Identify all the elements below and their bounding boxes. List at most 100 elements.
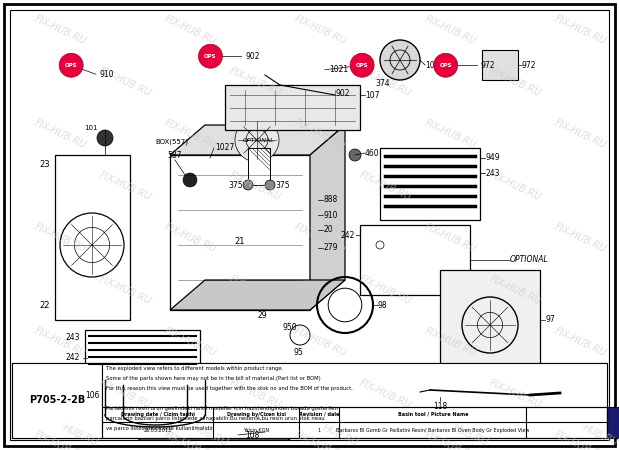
Text: FIX-HUB.RU: FIX-HUB.RU [98, 274, 152, 306]
Text: FIX-HUB.RU: FIX-HUB.RU [553, 117, 607, 150]
Text: 108: 108 [245, 431, 259, 440]
Text: 101: 101 [85, 125, 98, 131]
Text: FIX-HUB.RU: FIX-HUB.RU [163, 222, 217, 254]
Text: 1027: 1027 [215, 144, 234, 153]
Circle shape [59, 53, 83, 77]
Text: OPS: OPS [65, 63, 77, 68]
Text: FIX-HUB.RU: FIX-HUB.RU [358, 378, 412, 410]
Text: FIX-HUB.RU: FIX-HUB.RU [423, 14, 477, 46]
Polygon shape [115, 418, 290, 440]
Text: P705-2-2B: P705-2-2B [29, 395, 85, 405]
Text: FIX-HUB.RU: FIX-HUB.RU [553, 222, 607, 254]
Text: FIX-HUB.RU: FIX-HUB.RU [98, 378, 152, 410]
Text: 279: 279 [323, 243, 337, 252]
Text: OPS: OPS [439, 63, 452, 68]
Text: 20: 20 [323, 225, 332, 234]
Text: 243: 243 [66, 333, 80, 342]
Text: 902: 902 [336, 89, 350, 98]
Circle shape [243, 180, 253, 190]
Text: Basin tool / Picture Name: Basin tool / Picture Name [397, 412, 468, 417]
Text: FIX-HUB.RU: FIX-HUB.RU [33, 117, 87, 150]
Text: BOX(557): BOX(557) [155, 139, 189, 145]
Text: FIX-HUB.RU: FIX-HUB.RU [163, 14, 217, 46]
Text: 949: 949 [485, 153, 500, 162]
Text: FIX-HUB.RU: FIX-HUB.RU [293, 326, 347, 358]
Text: HUB.RU: HUB.RU [61, 423, 100, 448]
Text: 888: 888 [323, 195, 337, 204]
Text: FIX-HUB.RU: FIX-HUB.RU [33, 222, 87, 254]
Text: FIX-HUB.RU: FIX-HUB.RU [423, 326, 477, 358]
Text: FIX-HUB.RU: FIX-HUB.RU [488, 378, 542, 410]
Text: 98: 98 [378, 301, 387, 310]
Text: Barbaros BI Gomb Gr Paillatini Resin/ Barbaros BI Oven Body Gr Exploded View: Barbaros BI Gomb Gr Paillatini Resin/ Ba… [336, 428, 529, 432]
Text: FIX-HUB.RU: FIX-HUB.RU [163, 430, 217, 450]
Text: 243: 243 [485, 168, 500, 177]
Text: FIX-HUB.RU: FIX-HUB.RU [358, 274, 412, 306]
Bar [102, 406, 607, 438]
Text: HUB.RU: HUB.RU [191, 423, 230, 448]
Text: FIX-HUB.RU: FIX-HUB.RU [228, 170, 282, 202]
Bar [360, 225, 470, 295]
Text: FIX-HUB.RU: FIX-HUB.RU [33, 14, 87, 46]
Bar [225, 85, 360, 130]
Text: parcalarin bazilari parco listenlede alinapabilir.Bu nedenle,bu resin urun stok : parcalarin bazilari parco listenlede ali… [106, 416, 324, 421]
Text: FIX-HUB.RU: FIX-HUB.RU [293, 14, 347, 46]
Bar [440, 270, 540, 380]
Text: FIX-HUB.RU: FIX-HUB.RU [293, 430, 347, 450]
Text: 1: 1 [318, 428, 321, 432]
Text: FIX-HUB.RU: FIX-HUB.RU [553, 14, 607, 46]
Text: FIX-HUB.RU: FIX-HUB.RU [488, 274, 542, 306]
Bar [85, 330, 200, 370]
Circle shape [349, 149, 361, 161]
Text: 972: 972 [522, 60, 537, 69]
Text: 587: 587 [168, 150, 182, 159]
Circle shape [434, 53, 457, 77]
Circle shape [380, 40, 420, 80]
Text: 118: 118 [433, 402, 447, 411]
Circle shape [235, 118, 279, 162]
Text: 910: 910 [100, 70, 115, 79]
Text: 25.05.2013: 25.05.2013 [144, 428, 171, 432]
Text: 950: 950 [283, 324, 297, 333]
Text: Drawing date / Cizim tarihi: Drawing date / Cizim tarihi [121, 412, 194, 417]
Text: FIX-HUB.RU: FIX-HUB.RU [228, 274, 282, 306]
Text: HUB.RU: HUB.RU [581, 423, 619, 448]
Text: FIX-HUB.RU: FIX-HUB.RU [423, 430, 477, 450]
Polygon shape [170, 155, 310, 310]
Text: FIX-HUB.RU: FIX-HUB.RU [98, 170, 152, 202]
Bar [248, 148, 270, 185]
Text: FIX-HUB.RU: FIX-HUB.RU [423, 117, 477, 150]
Bar [102, 363, 607, 406]
Text: For this reason,this view must be used together with the stok no and the BOM of : For this reason,this view must be used t… [106, 386, 353, 391]
Text: 29: 29 [258, 310, 267, 320]
Text: 23: 23 [40, 160, 50, 169]
Text: FIX-HUB.RU: FIX-HUB.RU [293, 222, 347, 254]
Polygon shape [310, 125, 345, 310]
Text: 107: 107 [365, 90, 379, 99]
Text: FIX-HUB.RU: FIX-HUB.RU [358, 66, 412, 99]
Text: The exploded view refers to different models within product range.: The exploded view refers to different mo… [106, 366, 284, 371]
Text: 21: 21 [235, 238, 245, 247]
Bar [607, 406, 619, 438]
Text: FIX-HUB.RU: FIX-HUB.RU [488, 170, 542, 202]
Text: FIX-HUB.RU: FIX-HUB.RU [228, 66, 282, 99]
Text: 972: 972 [480, 61, 495, 70]
Circle shape [183, 173, 197, 187]
Text: OPS: OPS [356, 63, 368, 68]
Text: OPS: OPS [204, 54, 217, 59]
Text: 375: 375 [228, 180, 243, 189]
Text: FIX-HUB.RU: FIX-HUB.RU [618, 66, 619, 99]
Text: FIX-HUB.RU: FIX-HUB.RU [553, 326, 607, 358]
Circle shape [265, 180, 275, 190]
Text: FIX-HUB.RU: FIX-HUB.RU [98, 66, 152, 99]
Text: 1021: 1021 [425, 60, 444, 69]
Text: OPTIONAL: OPTIONAL [243, 138, 275, 143]
Circle shape [97, 130, 113, 146]
Text: FIX-HUB.RU: FIX-HUB.RU [423, 222, 477, 254]
Polygon shape [170, 280, 345, 310]
Text: 375: 375 [275, 180, 290, 189]
Text: FIX-HUB.RU: FIX-HUB.RU [553, 430, 607, 450]
Text: FIX-HUB.RU: FIX-HUB.RU [163, 117, 217, 150]
Text: 902: 902 [245, 52, 260, 61]
Text: OPTIONAL: OPTIONAL [510, 256, 549, 265]
